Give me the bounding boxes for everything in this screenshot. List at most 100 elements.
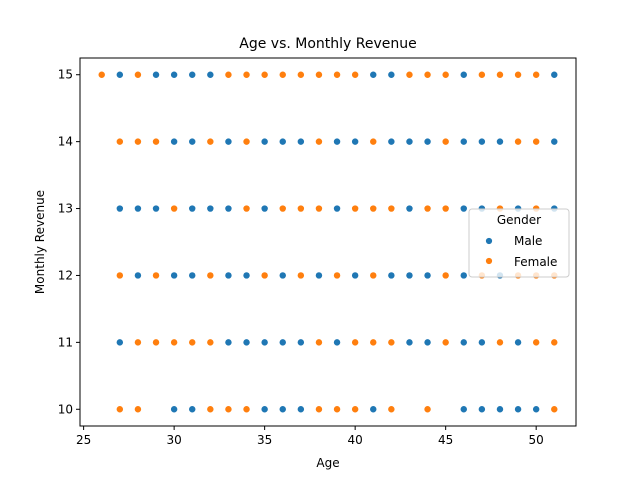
point-male [405,137,414,146]
y-axis: 10 11 12 13 14 15 [58,68,80,416]
point-male [260,338,269,347]
legend-box [468,208,570,278]
point-female [133,405,142,414]
x-tick-label: 25 [76,433,91,447]
point-male [296,405,305,414]
y-tick-label: 10 [58,402,73,416]
point-male [242,271,251,280]
point-male [459,137,468,146]
point-female [387,338,396,347]
point-female [351,405,360,414]
point-male [152,70,161,79]
point-male [550,137,559,146]
point-female [333,271,342,280]
point-female [224,405,233,414]
points-layer [97,70,559,414]
x-axis: 25 30 35 40 45 50 [76,426,544,447]
point-male [333,137,342,146]
point-female [314,338,323,347]
point-female [314,70,323,79]
point-female [514,137,523,146]
point-male [477,405,486,414]
point-male [333,204,342,213]
point-female [242,405,251,414]
x-tick-label: 45 [438,433,453,447]
y-axis-label: Monthly Revenue [33,190,47,294]
point-male [333,338,342,347]
point-male [188,405,197,414]
point-male [550,70,559,79]
point-female [133,70,142,79]
point-male [459,271,468,280]
point-male [296,137,305,146]
point-female [441,271,450,280]
point-female [351,204,360,213]
point-female [369,137,378,146]
point-male [188,271,197,280]
point-female [260,70,269,79]
point-female [351,338,360,347]
point-female [97,70,106,79]
y-tick-label: 11 [58,335,73,349]
point-male [115,338,124,347]
point-male [224,338,233,347]
point-female [314,405,323,414]
point-female [441,338,450,347]
point-male [387,70,396,79]
point-male [459,70,468,79]
point-female [514,70,523,79]
point-female [532,137,541,146]
y-tick-label: 13 [58,202,73,216]
point-male [495,137,504,146]
point-female [423,204,432,213]
y-tick-label: 15 [58,68,73,82]
point-male [459,204,468,213]
point-male [423,338,432,347]
point-male [260,204,269,213]
point-male [206,204,215,213]
point-female [369,271,378,280]
point-female [441,204,450,213]
point-female [369,204,378,213]
point-male [188,137,197,146]
x-tick-label: 35 [257,433,272,447]
point-male [260,137,269,146]
point-male [405,204,414,213]
point-female [206,271,215,280]
point-female [278,204,287,213]
point-male [423,271,432,280]
point-male [459,405,468,414]
point-female [477,70,486,79]
point-female [133,338,142,347]
point-male [387,137,396,146]
point-male [224,204,233,213]
point-male [532,405,541,414]
point-male [387,271,396,280]
point-female [115,137,124,146]
y-tick-label: 14 [58,135,73,149]
point-male [133,204,142,213]
point-male [278,137,287,146]
point-male [224,137,233,146]
legend: Gender Male Female [468,208,570,278]
plot-frame [79,57,577,427]
legend-marker-male [485,237,493,245]
point-female [152,271,161,280]
point-female [423,405,432,414]
point-male [423,137,432,146]
point-female [278,70,287,79]
point-female [170,338,179,347]
point-female [314,137,323,146]
point-male [133,271,142,280]
point-female [242,137,251,146]
point-female [115,271,124,280]
point-female [224,70,233,79]
point-male [115,70,124,79]
point-female [550,405,559,414]
point-male [369,405,378,414]
point-female [495,338,504,347]
legend-marker-female [485,257,493,265]
point-female [152,338,161,347]
legend-title: Gender [497,213,541,227]
point-male [459,338,468,347]
